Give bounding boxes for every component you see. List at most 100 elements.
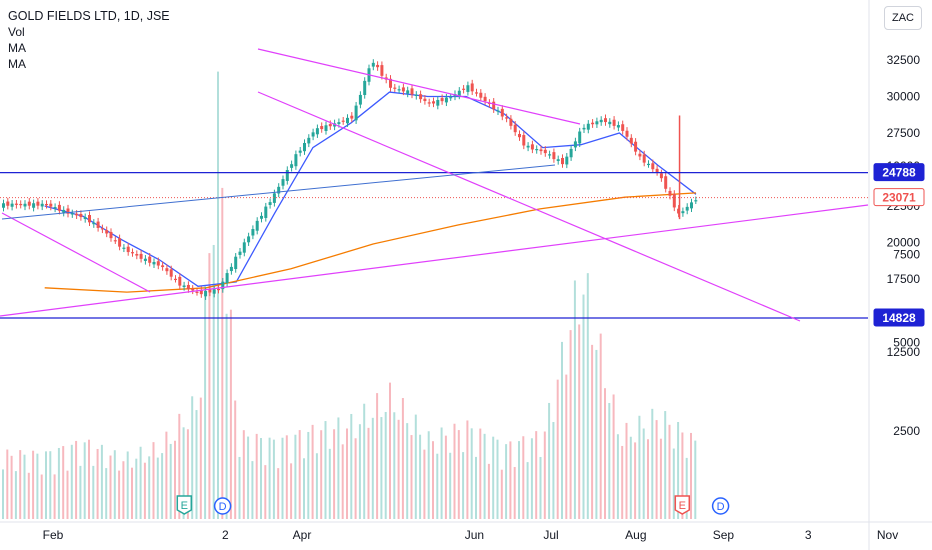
candle-body <box>10 203 14 207</box>
volume-bar <box>487 463 490 519</box>
volume-bar <box>548 402 551 519</box>
volume-bar <box>165 431 168 519</box>
candle-body <box>664 176 668 189</box>
dividend-marker[interactable]: D <box>213 497 232 515</box>
candle-body <box>380 65 384 76</box>
candle-body <box>556 159 560 162</box>
candle-body <box>225 273 229 284</box>
candle-body <box>440 98 444 102</box>
candle-body <box>406 90 410 94</box>
volume-bar <box>337 417 340 519</box>
volume-bar <box>414 414 417 519</box>
volume-bar <box>509 441 512 519</box>
candle-body <box>118 238 122 247</box>
volume-bar <box>690 432 692 519</box>
volume-bar <box>625 422 628 519</box>
volume-bar <box>552 422 555 519</box>
candle-body <box>483 96 487 102</box>
candle-body <box>19 203 23 206</box>
earnings-marker[interactable]: E <box>176 495 193 515</box>
candle-body <box>217 288 220 291</box>
volume-bar <box>672 448 675 519</box>
candle-body <box>432 101 435 104</box>
candle-body <box>191 288 195 291</box>
x-tick-label: Sep <box>713 528 735 542</box>
volume-bar <box>453 423 456 519</box>
candle-body <box>251 229 255 236</box>
candle-body <box>32 203 36 208</box>
candle-body <box>264 206 268 218</box>
candle-body <box>88 215 91 223</box>
volume-bar <box>62 446 65 519</box>
candle-body <box>681 211 685 214</box>
indicator-ma-long[interactable]: MA <box>8 57 26 71</box>
level-price-label: 24788 <box>873 163 925 182</box>
candle-body <box>586 123 590 130</box>
ma-short-line <box>44 91 697 287</box>
volume-bar <box>612 394 615 519</box>
candle-body <box>548 154 552 156</box>
candle-body <box>694 200 698 202</box>
candle-body <box>199 290 203 295</box>
volume-bar <box>324 421 327 519</box>
currency-button[interactable]: ZAC <box>884 6 922 30</box>
candle-body <box>604 118 607 123</box>
rising-support-line <box>0 204 869 317</box>
volume-bar <box>457 430 460 519</box>
level-price-label: 14828 <box>873 308 925 327</box>
symbol-title[interactable]: GOLD FIELDS LTD, 1D, JSE <box>8 9 170 23</box>
candle-body <box>100 228 104 230</box>
candle-body <box>647 163 650 166</box>
candle-body <box>135 254 139 256</box>
candle-body <box>234 256 238 270</box>
volume-bar <box>156 457 159 519</box>
volume-bar <box>694 440 697 519</box>
early-downtrend-line <box>1 212 151 293</box>
candle-body <box>389 78 392 88</box>
candle-body <box>436 99 440 106</box>
candle-body <box>518 133 521 138</box>
volume-bar <box>578 324 581 519</box>
volume-bar <box>290 463 293 519</box>
x-tick-label: 3 <box>805 528 812 542</box>
volume-bar <box>595 349 598 519</box>
volume-bar <box>328 448 331 519</box>
volume-bar <box>96 448 99 519</box>
earnings-marker[interactable]: E <box>674 495 691 515</box>
candle-body <box>315 128 319 135</box>
volume-bar <box>49 451 52 519</box>
indicator-ma-short[interactable]: MA <box>8 41 26 55</box>
candle-body <box>462 88 466 90</box>
candle-body <box>685 206 689 211</box>
candle-body <box>174 278 177 281</box>
candle-body <box>513 124 517 133</box>
candle-body <box>79 213 83 218</box>
volume-bar <box>307 431 310 519</box>
candle-body <box>204 290 208 297</box>
dividend-marker[interactable]: D <box>711 497 730 515</box>
volume-bar <box>419 434 422 519</box>
volume-bar <box>393 412 396 519</box>
volume-bar <box>664 411 667 519</box>
candle-body <box>552 152 556 160</box>
volume-bar <box>500 469 503 519</box>
volume-bar <box>358 424 361 519</box>
candle-body <box>66 208 70 214</box>
candle-body <box>83 217 87 220</box>
candle-body <box>655 168 659 173</box>
candles <box>2 59 698 300</box>
candle-body <box>169 269 173 277</box>
volume-bar <box>604 388 606 519</box>
price-label-text: 24788 <box>882 166 916 180</box>
candle-body <box>6 201 10 206</box>
volume-bar <box>92 465 95 519</box>
trend-drawings[interactable] <box>0 48 869 322</box>
volume-bar <box>341 444 344 519</box>
volume-bar <box>333 429 336 519</box>
candle-body <box>539 149 543 152</box>
volume-bar <box>66 470 69 519</box>
candle-body <box>285 170 289 181</box>
indicator-volume[interactable]: Vol <box>8 25 25 39</box>
